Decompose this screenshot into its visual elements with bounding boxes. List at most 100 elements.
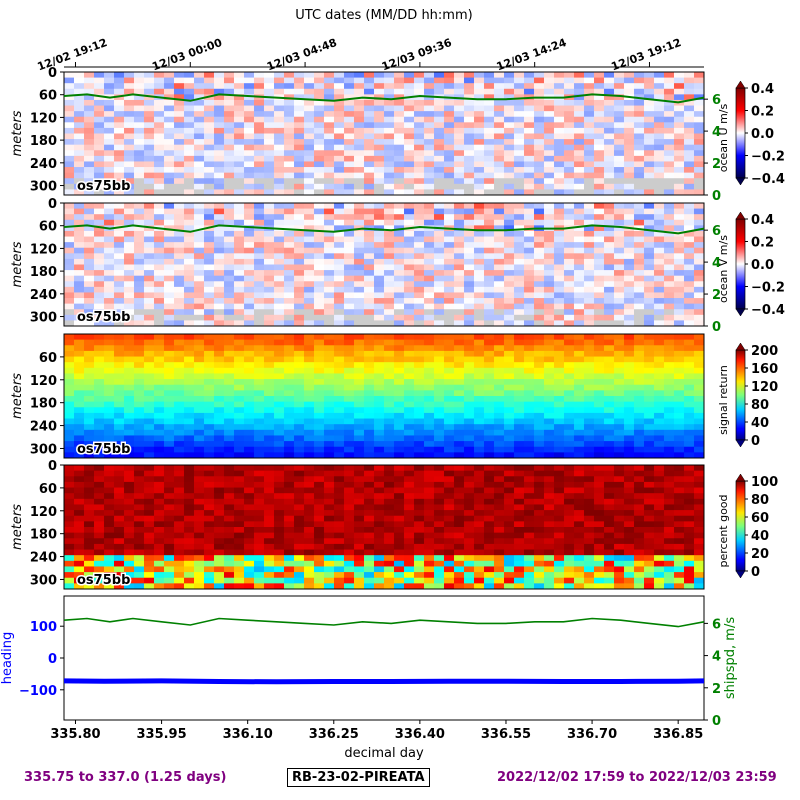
y-tick-label: 300 [30,573,57,588]
x-tick-label: 336.55 [481,727,531,742]
colorbar-tick-label: 40 [751,529,769,544]
colorbar-tick-label: 0.4 [751,213,774,228]
right-tick-label: 0 [712,189,721,204]
right-tick-label: 6 [712,224,721,239]
percent-good-panel: 0 60 120 180 240 300 meters os75bb 100 80 60 40 20 0 p… [10,459,778,590]
left-tick-label: −100 [19,684,57,699]
heatmap-cells [64,203,705,327]
x-tick-label: 336.25 [309,727,359,742]
y-tick-label: 60 [39,89,57,104]
colorbar-top-arrow [735,473,746,482]
colorbar-tick-label: 120 [751,380,778,395]
ship-speed-series [63,617,705,628]
x-tick-label: 335.95 [136,727,186,742]
colorbar-label: percent good [717,494,730,567]
ship-speed-overlay [63,224,705,235]
colorbar-label: ocean V m/s [717,235,730,303]
y-axis-label: meters [10,373,25,419]
panel-frame [63,333,705,459]
instrument-label: os75bb [77,442,130,457]
shipspd-axis-label: shipspd, m/s [723,617,738,699]
heatmap-cells [64,72,705,196]
right-tick-label: 2 [712,157,721,172]
colorbar-tick-label: −0.2 [751,281,785,296]
signal-return-panel: 60 120 180 240 300 meters os75bb 200 160 120 80 40 0… [10,333,778,459]
top-tick-label: 12/03 09:36 [380,36,454,73]
colorbar-tick-label: 0.2 [751,236,774,251]
x-tick-label: 336.85 [653,727,703,742]
ship-speed-overlay [63,93,705,104]
left-tick-label: 0 [48,652,57,667]
panel-frame [63,71,705,196]
x-axis-label: decimal day [344,746,424,761]
colorbar-top-arrow [735,211,746,220]
colorbar-tick-label: 200 [751,344,778,359]
y-tick-label: 60 [39,482,57,497]
colorbar-bottom-arrow [735,570,746,579]
y-axis-label: meters [10,241,25,287]
colorbar-tick-label: 20 [751,547,769,562]
y-tick-label: 120 [30,505,57,520]
footer-day-range: 335.75 to 337.0 (1.25 days) [24,770,227,785]
colorbar-tick-label: 0 [751,565,760,580]
y-tick-label: 300 [30,311,57,326]
colorbar-bottom-arrow [735,439,746,448]
line-panel-frame [63,595,705,721]
right-tick-label: 0 [712,714,721,729]
panel-frame [63,464,705,590]
y-axis-label: meters [10,504,25,550]
colorbar-tick-label: −0.2 [751,150,785,165]
heading-speed-panel: 335.80 335.95 336.10 336.25 336.40 336.55 336.… [0,595,738,761]
colorbar-tick-label: −0.4 [751,303,785,318]
instrument-label: os75bb [77,573,130,588]
instrument-label: os75bb [77,179,130,194]
right-tick-label: 4 [712,650,721,665]
y-tick-label: 300 [30,442,57,457]
y-tick-label: 180 [30,528,57,543]
y-tick-label: 180 [30,265,57,280]
colorbar-tick-label: −0.4 [751,172,785,187]
panel-frame [63,202,705,327]
y-tick-label: 240 [30,157,57,172]
left-tick-label: 100 [30,620,57,635]
y-tick-label: 120 [30,374,57,389]
heatmap-cells [64,465,705,590]
colorbar [735,480,746,572]
heatmap-cells [64,334,705,459]
top-axis-label: UTC dates (MM/DD hh:mm) [295,8,472,23]
y-tick-label: 0 [48,66,57,81]
y-tick-label: 180 [30,397,57,412]
colorbar-tick-label: 0.2 [751,105,774,120]
colorbar-bottom-arrow [735,177,746,186]
footer-cruise-id: RB-23-02-PIREATA [287,768,430,787]
top-tick-label: 12/03 00:00 [150,36,224,73]
y-tick-label: 0 [48,459,57,474]
colorbar-tick-label: 60 [751,511,769,526]
y-tick-label: 240 [30,420,57,435]
y-axis-label: meters [10,110,25,156]
heading-series [63,678,705,685]
colorbar-tick-label: 160 [751,362,778,377]
colorbar-tick-label: 100 [751,475,778,490]
right-tick-label: 0 [712,320,721,335]
colorbar [735,349,746,441]
y-tick-label: 240 [30,288,57,303]
ocean-v-panel: 0 60 120 180 240 300 meters os75bb 6 4 2 0 0.4 0.2 0.0… [10,197,785,335]
heading-axis-label: heading [0,632,15,685]
right-tick-label: 4 [712,125,721,140]
colorbar [735,218,746,310]
y-tick-label: 240 [30,551,57,566]
top-tick-label: 12/03 19:12 [610,36,683,73]
y-tick-label: 120 [30,242,57,257]
y-tick-label: 300 [30,180,57,195]
top-tick-label: 12/03 14:24 [495,36,569,73]
colorbar-label: signal return [717,365,730,435]
right-tick-label: 6 [712,617,721,632]
colorbar-tick-label: 40 [751,416,769,431]
top-tick-label: 12/03 04:48 [265,36,338,73]
right-tick-label: 6 [712,93,721,108]
y-tick-label: 60 [39,351,57,366]
top-tick-label: 12/02 19:12 [36,36,109,73]
colorbar-label: ocean U m/s [717,104,730,173]
